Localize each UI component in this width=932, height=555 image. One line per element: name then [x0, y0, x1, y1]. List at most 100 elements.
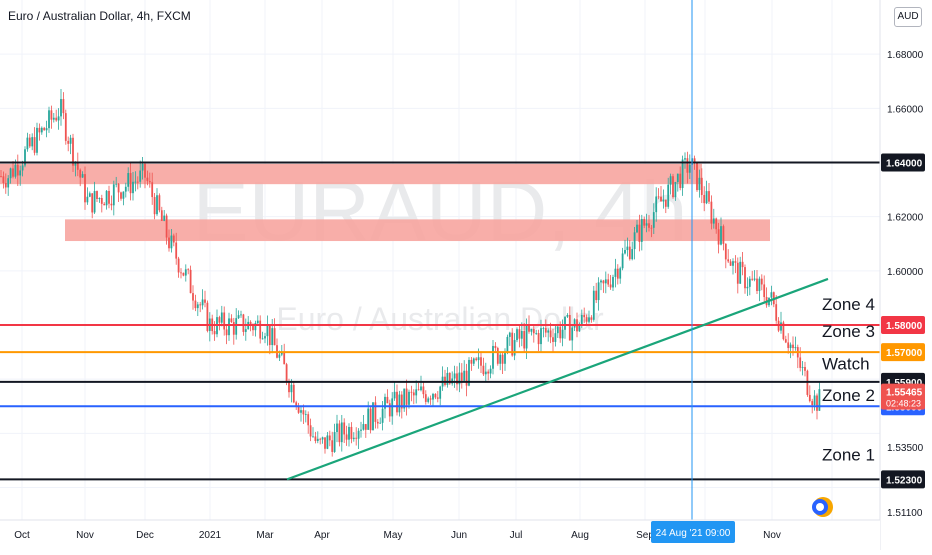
candle-body [504, 352, 506, 364]
candle-body [482, 365, 485, 375]
time-axis: OctNovDec2021MarAprMayJunJulAugSepOctNov… [0, 497, 880, 550]
candle-body [326, 435, 329, 449]
candle-body [170, 235, 173, 249]
time-tick-label: Jul [510, 530, 523, 541]
supply-zone [0, 163, 702, 185]
candle-body [67, 140, 70, 144]
zone-annotations: Zone 4 Zone 3 Watch Zone 2 Zone 1 [822, 295, 875, 464]
candle-body [664, 199, 667, 207]
candle-body [21, 165, 24, 171]
candle-body [530, 329, 533, 332]
grid [0, 0, 880, 520]
candle-body [38, 127, 41, 133]
candle-body [136, 181, 139, 183]
candle-body [676, 173, 679, 183]
candle-body [544, 328, 547, 333]
candle-body [712, 218, 715, 224]
candle-body [112, 184, 115, 206]
candle-body [792, 344, 794, 349]
candle-body [369, 408, 372, 431]
candle-body [182, 272, 185, 276]
candle-body [201, 299, 204, 306]
candle-body [69, 137, 72, 144]
candle-body [775, 304, 778, 321]
candle-body [734, 261, 737, 263]
zone-annotation: Zone 3 [822, 322, 875, 341]
price-tick-label: 1.62000 [887, 213, 924, 224]
candle-body [799, 357, 802, 368]
candle-body [568, 314, 571, 341]
candle-body [376, 421, 379, 424]
candle-body [444, 376, 446, 385]
candle-body [453, 373, 456, 379]
price-badges: 1.640001.580001.570001.559001.550001.523… [881, 153, 925, 489]
candle-body [614, 268, 617, 277]
price-tick-label: 1.66000 [887, 104, 924, 115]
candle-body [100, 198, 103, 204]
candle-body [31, 137, 34, 147]
candle-body [124, 186, 127, 192]
horizontal-levels [0, 161, 880, 481]
candle-body [14, 164, 17, 177]
candle-body [448, 372, 451, 384]
candle-body [139, 170, 142, 182]
candle-body [547, 330, 550, 333]
candle-body [804, 367, 806, 371]
candle-body [386, 396, 389, 404]
supply-zones [0, 163, 770, 242]
trendline [286, 277, 829, 481]
candle-body [741, 261, 744, 268]
time-tick-label: Jun [451, 530, 467, 541]
candle-body [427, 398, 430, 402]
candle-body [688, 164, 691, 173]
candle-body [566, 314, 569, 317]
candle-body [52, 117, 55, 120]
candle-body [434, 393, 437, 398]
candle-body [412, 392, 415, 396]
candle-body [463, 370, 466, 381]
candles [0, 88, 821, 457]
candle-body [489, 368, 492, 374]
candle-body [736, 262, 739, 284]
candle-body [758, 278, 761, 292]
level-badge-bg [881, 316, 925, 334]
candle-body [374, 402, 377, 422]
candle-body [225, 329, 228, 336]
candle-body [57, 116, 60, 121]
candle-body [748, 278, 751, 287]
candle-body [703, 194, 706, 204]
candle-body [655, 196, 658, 213]
candle-body [468, 359, 470, 386]
logo-center [816, 503, 824, 511]
candle-body [367, 408, 370, 430]
candle-body [266, 325, 269, 337]
currency-button[interactable]: AUD [894, 7, 922, 27]
candle-body [81, 174, 84, 178]
candle-body [458, 372, 461, 385]
candle-body [144, 163, 146, 178]
candle-body [528, 325, 530, 332]
candle-body [595, 290, 598, 301]
time-tick-label: Oct [14, 530, 30, 541]
candle-body [470, 359, 473, 364]
candle-body [660, 196, 662, 202]
candle-body [624, 250, 626, 254]
candle-body [616, 268, 619, 279]
candle-body [278, 354, 281, 358]
candle-body [573, 319, 576, 328]
watermark: EURAUD, 4h Euro / Australian Dollar [193, 164, 688, 337]
candle-body [753, 278, 756, 280]
candle-body [619, 268, 622, 279]
candle-body [756, 278, 758, 292]
candle-body [64, 113, 67, 141]
candle-body [626, 246, 629, 251]
candle-body [163, 215, 166, 221]
candle-body [518, 329, 521, 339]
candle-body [379, 422, 382, 424]
candle-body [283, 351, 286, 365]
candle-body [708, 191, 710, 202]
candle-body [36, 127, 38, 153]
candle-body [153, 197, 156, 215]
